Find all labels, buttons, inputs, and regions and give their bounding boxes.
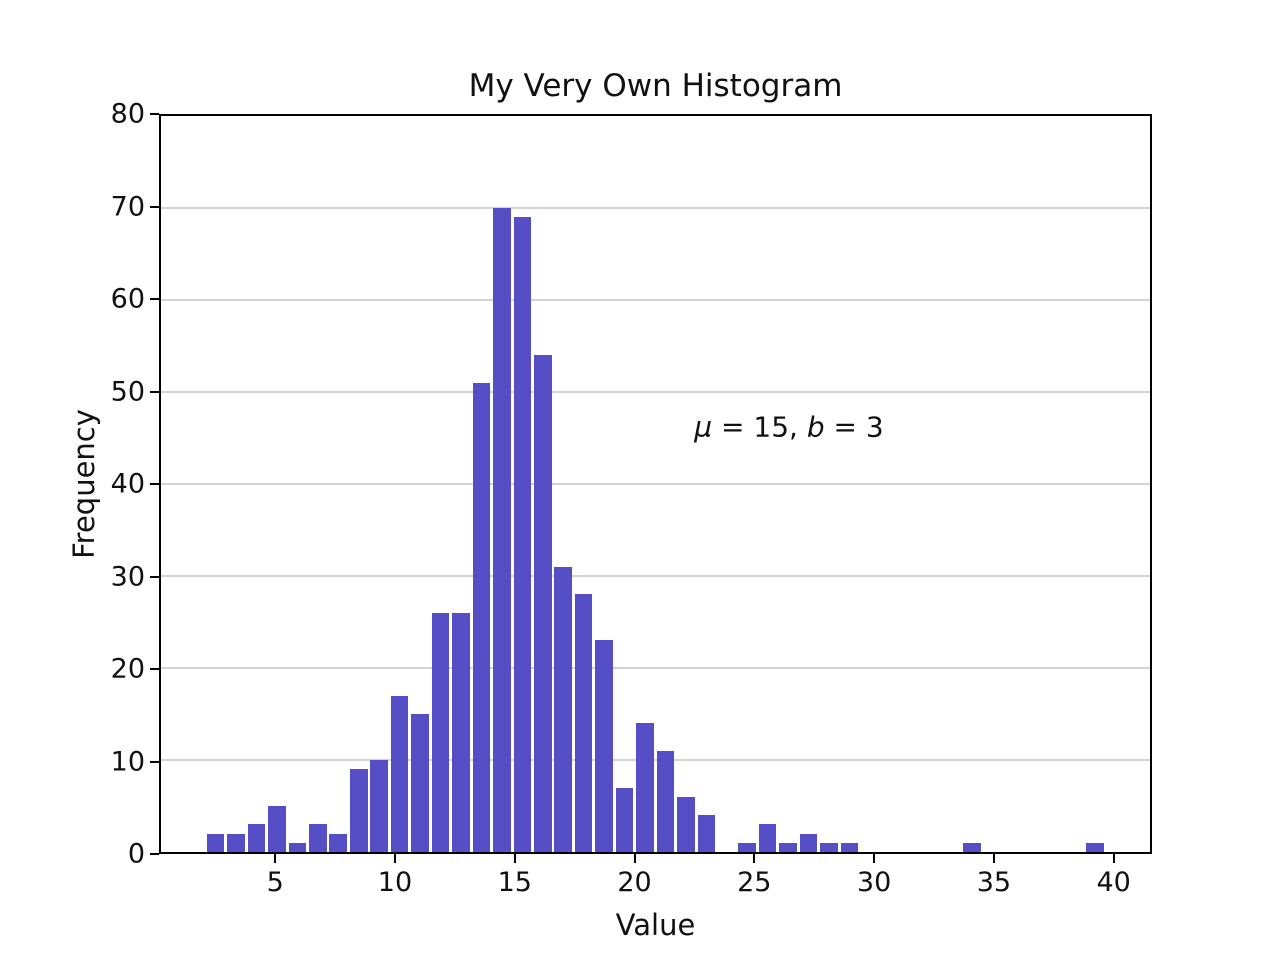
histogram-bar xyxy=(206,833,225,852)
y-tick-mark xyxy=(150,668,159,670)
histogram-bar xyxy=(574,594,593,852)
x-tick-mark xyxy=(633,854,636,863)
histogram-bar xyxy=(615,787,634,852)
y-tick-label: 20 xyxy=(110,653,145,685)
y-tick-mark xyxy=(150,853,159,855)
x-tick-mark xyxy=(393,854,396,863)
y-tick-mark xyxy=(150,298,159,300)
mu-symbol: μ xyxy=(694,410,713,444)
x-tick-mark xyxy=(513,854,516,863)
gridline xyxy=(161,207,1150,209)
x-tick-label: 15 xyxy=(497,867,532,898)
x-tick-mark xyxy=(274,854,277,863)
histogram-bar xyxy=(820,842,838,852)
histogram-bar xyxy=(329,833,348,852)
histogram-bar xyxy=(268,806,286,852)
histogram-bar xyxy=(452,612,470,852)
y-tick-label: 70 xyxy=(110,191,145,222)
x-tick-label: 10 xyxy=(377,867,413,898)
histogram-bar xyxy=(697,815,716,852)
y-tick-mark xyxy=(150,390,159,393)
histogram-bar xyxy=(799,833,818,852)
histogram-bar xyxy=(1086,842,1104,852)
histogram-bar xyxy=(636,723,654,852)
y-tick-label: 40 xyxy=(110,468,145,500)
histogram-bar xyxy=(411,714,429,852)
b-value: = 3 xyxy=(824,410,884,444)
y-tick-label: 50 xyxy=(110,376,145,407)
histogram-bar xyxy=(656,750,675,852)
y-tick-label: 10 xyxy=(110,746,145,777)
y-tick-label: 60 xyxy=(110,283,145,315)
histogram-bar xyxy=(779,842,797,852)
distribution-annotation: μ = 15, b = 3 xyxy=(694,411,883,444)
histogram-bar xyxy=(493,208,511,852)
x-tick-label: 25 xyxy=(737,867,772,898)
x-tick-mark xyxy=(992,854,995,863)
x-axis-label: Value xyxy=(615,908,696,942)
x-tick-label: 5 xyxy=(266,867,284,898)
x-tick-label: 40 xyxy=(1096,867,1131,898)
histogram-bar xyxy=(533,355,552,852)
plot-area: μ = 15, b = 3 xyxy=(159,114,1152,854)
histogram-bar xyxy=(288,842,307,852)
x-tick-mark xyxy=(873,854,876,863)
histogram-bar xyxy=(595,640,613,852)
mu-value: = 15, xyxy=(712,410,807,444)
histogram-bar xyxy=(677,796,695,852)
gridline xyxy=(161,391,1150,393)
histogram-bar xyxy=(370,760,388,852)
y-tick-mark xyxy=(150,205,159,208)
y-tick-label: 30 xyxy=(110,561,145,592)
y-tick-label: 80 xyxy=(110,98,145,130)
x-tick-label: 35 xyxy=(976,867,1012,898)
chart-title: My Very Own Histogram xyxy=(468,68,843,104)
histogram-bar xyxy=(247,824,266,852)
y-tick-mark xyxy=(150,483,159,485)
y-axis: 0 10 20 30 40 50 60 70 80 xyxy=(0,99,159,870)
x-tick-label: 20 xyxy=(617,867,652,898)
x-axis: 5 10 15 20 25 30 35 40 xyxy=(159,854,1152,914)
x-tick-label: 30 xyxy=(856,867,892,898)
x-tick-mark xyxy=(1112,854,1115,863)
histogram-bar xyxy=(840,842,859,852)
gridline xyxy=(161,759,1150,761)
histogram-bar xyxy=(554,566,572,852)
histogram-bar xyxy=(309,824,327,852)
histogram-bar xyxy=(513,217,532,852)
gridline xyxy=(161,299,1150,301)
y-tick-label: 0 xyxy=(127,838,145,870)
y-tick-mark xyxy=(150,113,159,115)
gridline xyxy=(161,575,1150,577)
histogram-bar xyxy=(472,382,491,852)
y-tick-mark xyxy=(150,575,159,578)
histogram-bar xyxy=(758,824,777,852)
histogram-bar xyxy=(227,833,245,852)
histogram-bar xyxy=(431,612,450,852)
y-tick-mark xyxy=(150,760,159,763)
histogram-bar xyxy=(963,842,981,852)
histogram-bar xyxy=(349,769,368,852)
histogram-bar xyxy=(738,842,757,852)
x-tick-mark xyxy=(753,854,756,863)
gridline xyxy=(161,483,1150,485)
gridline xyxy=(161,667,1150,669)
histogram-bar xyxy=(390,695,409,852)
b-symbol: b xyxy=(806,410,825,444)
